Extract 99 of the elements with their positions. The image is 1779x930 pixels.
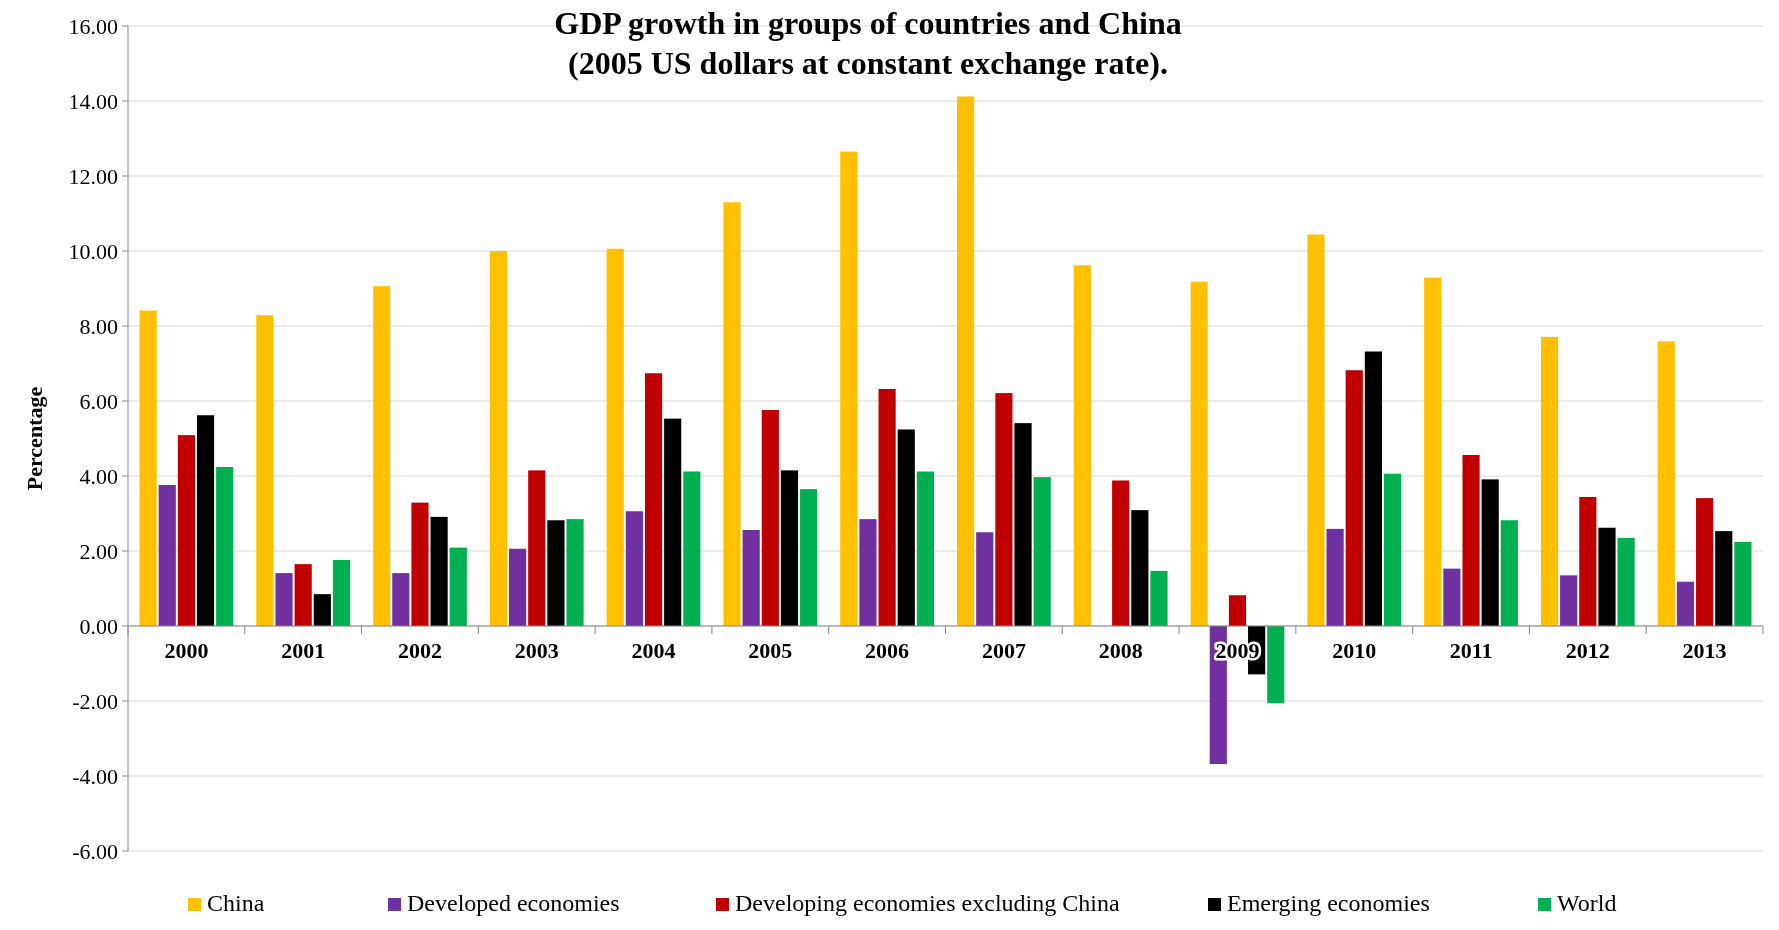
chart-title: GDP growth in groups of countries and China (2005 US dollars at constant exchange rate). [554,5,1182,81]
bar [216,467,234,626]
bar [878,389,896,626]
y-tick-label: 0.00 [79,613,118,639]
bar [1462,455,1480,626]
bar [509,548,527,626]
bar [547,520,565,626]
bar [1481,479,1499,626]
bar [158,485,176,626]
x-tick-label: 2011 [1449,638,1493,663]
bar [1424,277,1442,626]
bar [177,435,195,626]
bar [995,393,1013,626]
bar [275,573,293,626]
x-tick-label: 2002 [397,638,442,663]
x-tick-label: 2007 [981,638,1026,663]
bar [1150,570,1168,626]
x-tick-label: 2000 [164,638,209,663]
y-tick-label: 4.00 [79,463,118,489]
bar [566,519,584,626]
y-tick-label: -6.00 [72,838,118,864]
bar [1500,520,1518,626]
x-tick-label: 2003 [514,638,559,663]
legend-label: World [1557,890,1617,916]
bar [313,594,331,626]
bar [1267,626,1285,704]
bar [1307,234,1325,626]
bar [1443,568,1461,626]
bar [1560,575,1578,626]
bar [1112,480,1130,626]
bar [1364,351,1382,626]
bar [411,502,429,626]
y-tick-label: 16.00 [68,13,118,39]
bar [1345,370,1363,626]
bar [392,573,410,626]
bar [957,96,975,626]
y-tick-label: 10.00 [68,238,118,264]
x-tick-label: 2001 [281,638,326,663]
x-tick-label: 2004 [631,638,676,663]
bar [606,248,624,626]
bar [897,429,915,626]
bar [859,519,877,626]
x-tick-label: 2008 [1098,638,1143,663]
bar [1326,528,1344,626]
bar [1131,510,1149,626]
y-tick-label: 6.00 [79,388,118,414]
bar [332,560,351,626]
x-tick-label: 2012 [1565,638,1610,663]
bar [1734,542,1752,626]
bar [761,410,779,626]
bar [742,530,760,626]
bar [976,532,994,626]
bar [1540,336,1559,626]
bar [1383,473,1402,626]
bar [1190,281,1208,626]
bar [256,315,274,626]
x-tick-label: 2006 [865,638,910,663]
bar [1617,537,1635,626]
y-tick-label: 14.00 [68,88,118,114]
bar [723,202,741,626]
legend-label: Emerging economies [1227,890,1430,916]
bar [373,286,391,626]
bar [916,471,934,626]
bar [139,310,157,626]
bar [800,489,818,626]
bar [1696,498,1714,626]
bar [1676,581,1695,626]
x-tick-label: 2010 [1332,638,1377,663]
bar [1014,423,1032,626]
y-tick-label: -2.00 [72,688,118,714]
bar [644,373,663,626]
bar [430,516,448,626]
x-tick-label: 2005 [748,638,793,663]
bar [780,470,799,626]
bar [1657,341,1675,626]
bar [489,251,508,626]
y-axis-title: Percentage [22,386,47,491]
y-tick-label: 8.00 [79,313,118,339]
bar [1598,527,1616,626]
bar [1228,595,1247,626]
bar [528,470,546,626]
bar [449,547,467,626]
bar [1073,265,1091,626]
x-tick-label: 2013 [1682,638,1727,663]
y-tick-label: 2.00 [79,538,118,564]
bar [1579,497,1597,626]
bar [1033,477,1051,626]
bar [196,415,215,626]
y-tick-label: -4.00 [72,763,118,789]
bar [683,471,701,626]
bar [1715,531,1733,626]
bar [840,151,858,626]
legend-label: Developed economies [407,890,620,916]
legend-label: China [207,890,265,916]
bar [625,511,643,626]
legend-label: Developing economies excluding China [735,890,1120,916]
bar [294,564,312,626]
y-tick-label: 12.00 [68,163,118,189]
bar [664,418,682,626]
